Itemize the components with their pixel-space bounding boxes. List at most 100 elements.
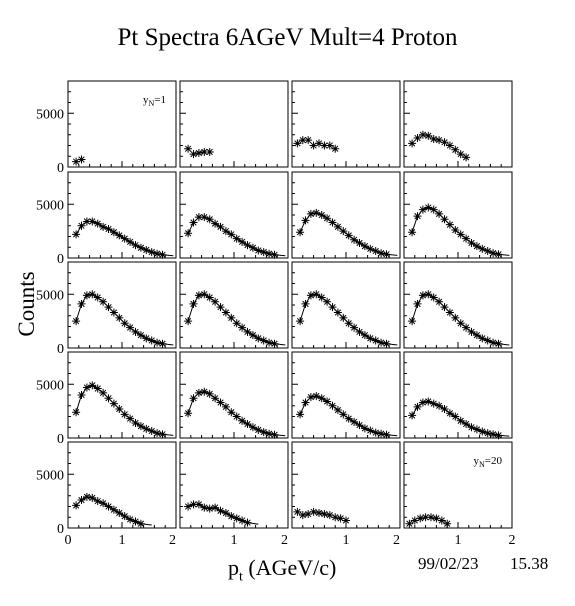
panel-frame (67, 171, 177, 259)
data-point (265, 338, 274, 347)
y-tick-label: 5000 (36, 107, 64, 122)
data-point (323, 397, 332, 406)
data-point (248, 331, 257, 340)
data-point (189, 500, 198, 509)
panel-10 (179, 261, 289, 349)
data-point (200, 213, 209, 222)
data-point (472, 331, 481, 340)
data-point (104, 502, 113, 511)
data-point (489, 249, 498, 258)
data-point (413, 133, 422, 142)
data-point (418, 291, 427, 300)
data-point (360, 331, 369, 340)
data-point (265, 429, 274, 438)
data-point (435, 401, 444, 410)
data-point (142, 245, 151, 254)
data-point (216, 506, 225, 515)
data-point (418, 130, 427, 139)
data-point (99, 388, 108, 397)
y-tick-label: 5000 (36, 378, 64, 393)
data-point (104, 394, 113, 403)
data-point (309, 507, 318, 516)
x-tick-label: 1 (455, 533, 462, 548)
annotation-main: y (143, 94, 149, 106)
data-point (243, 327, 252, 336)
data-point (99, 499, 108, 508)
data-point (221, 308, 230, 317)
data-point (478, 427, 487, 436)
data-point (153, 429, 162, 438)
data-point (296, 410, 305, 419)
data-point (227, 512, 236, 521)
data-point (120, 512, 129, 521)
data-point (120, 410, 129, 419)
data-point (494, 250, 503, 259)
data-point (333, 406, 342, 415)
x-tick-label: 2 (281, 533, 288, 548)
data-point (306, 393, 315, 402)
x-tick-label: 1 (231, 533, 238, 548)
data-point (478, 244, 487, 253)
data-point (270, 339, 279, 348)
panel-8 (403, 171, 513, 259)
y-axis-label: Counts (14, 271, 39, 337)
data-point (221, 227, 230, 236)
data-point (443, 519, 452, 528)
data-point (126, 414, 135, 423)
panel-12 (403, 261, 513, 349)
data-point (77, 221, 86, 230)
data-point (405, 519, 414, 528)
data-point (227, 230, 236, 239)
data-point (317, 293, 326, 302)
data-point (483, 247, 492, 256)
data-point (131, 517, 140, 526)
data-point (184, 317, 193, 326)
panel-7 (291, 171, 401, 259)
time-stamp: 15.38 (510, 554, 549, 573)
data-point (238, 237, 247, 246)
panel-16 (403, 351, 513, 440)
panel-5: 0 5000 (36, 171, 177, 267)
data-point (360, 242, 369, 251)
data-point (435, 297, 444, 306)
y-tick-label: 0 (57, 522, 64, 537)
panel-frame (179, 441, 289, 529)
data-point (304, 510, 313, 519)
data-point (382, 250, 391, 259)
data-point (451, 313, 460, 322)
data-point (418, 398, 427, 407)
data-point (184, 229, 193, 238)
data-point (445, 141, 454, 150)
data-point (205, 293, 214, 302)
data-point (232, 319, 241, 328)
data-point (270, 250, 279, 259)
data-point (432, 514, 441, 523)
data-point (472, 425, 481, 434)
data-point (93, 293, 102, 302)
data-point (462, 153, 471, 162)
data-point (109, 399, 118, 408)
data-point (366, 244, 375, 253)
data-point (88, 381, 97, 390)
data-point (467, 238, 476, 247)
data-point (377, 429, 386, 438)
data-point (147, 427, 156, 436)
data-point (158, 250, 167, 259)
y-tick-label: 0 (57, 432, 64, 447)
data-point (77, 391, 86, 399)
data-point (462, 323, 471, 332)
panel-2 (179, 80, 289, 168)
data-point (254, 425, 263, 434)
data-point (99, 297, 108, 306)
data-point (221, 508, 230, 517)
data-point (189, 394, 198, 403)
panel-13: 0 5000 (36, 351, 177, 447)
data-point (211, 503, 220, 512)
data-point (331, 144, 340, 153)
data-point (424, 397, 433, 406)
data-point (194, 291, 203, 300)
data-point (421, 513, 430, 522)
data-point (243, 420, 252, 429)
data-point (194, 213, 203, 222)
